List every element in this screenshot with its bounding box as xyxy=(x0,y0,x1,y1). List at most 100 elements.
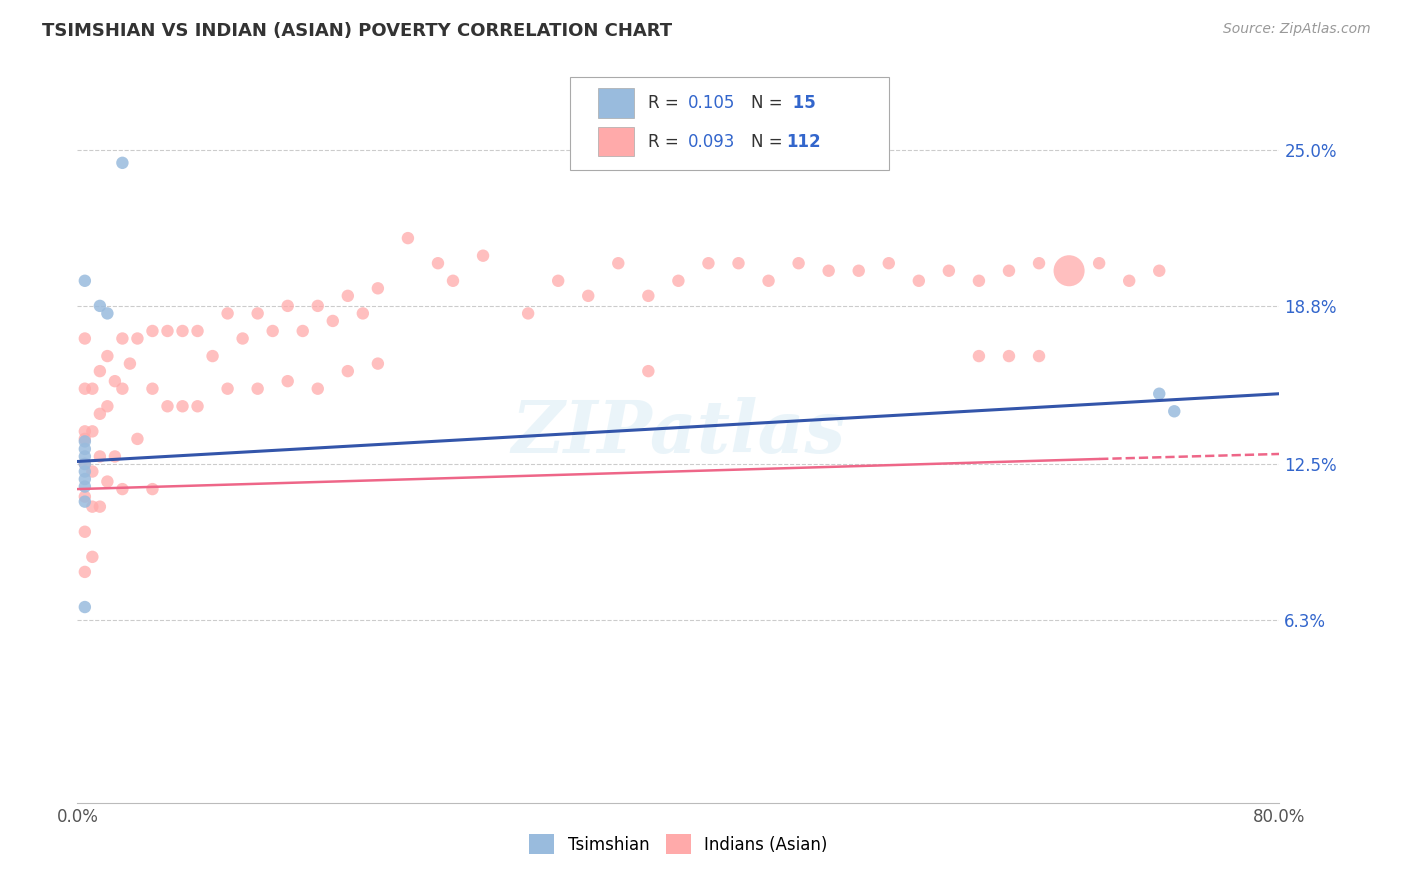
Point xyxy=(967,349,990,363)
Point xyxy=(73,274,96,288)
Point xyxy=(848,264,870,278)
Point xyxy=(111,331,134,345)
Point xyxy=(637,289,659,303)
Point xyxy=(967,274,990,288)
Point xyxy=(697,256,720,270)
Point xyxy=(217,306,239,320)
Point xyxy=(127,432,149,446)
Point xyxy=(186,399,209,413)
Point xyxy=(89,450,111,464)
Text: R =: R = xyxy=(648,133,685,151)
Text: R =: R = xyxy=(648,95,685,112)
Point xyxy=(89,299,111,313)
Text: N =: N = xyxy=(751,133,787,151)
Point xyxy=(73,382,96,396)
Point xyxy=(96,399,118,413)
Point xyxy=(96,306,118,320)
Point xyxy=(201,349,224,363)
Point xyxy=(111,482,134,496)
Point xyxy=(472,249,495,263)
Text: N =: N = xyxy=(751,95,787,112)
Point xyxy=(96,475,118,489)
Point xyxy=(787,256,810,270)
Point xyxy=(82,500,104,514)
Text: TSIMSHIAN VS INDIAN (ASIAN) POVERTY CORRELATION CHART: TSIMSHIAN VS INDIAN (ASIAN) POVERTY CORR… xyxy=(42,22,672,40)
Point xyxy=(73,465,96,479)
Point xyxy=(441,274,464,288)
Point xyxy=(82,382,104,396)
Point xyxy=(517,306,540,320)
Point xyxy=(1028,349,1050,363)
Point xyxy=(73,490,96,504)
Text: Source: ZipAtlas.com: Source: ZipAtlas.com xyxy=(1223,22,1371,37)
Point xyxy=(246,306,269,320)
Point xyxy=(73,457,96,471)
Point xyxy=(367,357,389,371)
Point xyxy=(73,432,96,446)
Point xyxy=(307,382,329,396)
Point xyxy=(277,374,299,388)
Point xyxy=(141,324,163,338)
Point xyxy=(73,457,96,471)
Point xyxy=(73,565,96,579)
Point xyxy=(73,472,96,486)
Point xyxy=(547,274,569,288)
Point xyxy=(336,289,359,303)
Point xyxy=(104,450,127,464)
Point xyxy=(73,479,96,493)
Text: 0.105: 0.105 xyxy=(688,95,735,112)
Text: ZIPatlas: ZIPatlas xyxy=(512,397,845,468)
Point xyxy=(262,324,284,338)
Point xyxy=(246,382,269,396)
Point xyxy=(96,349,118,363)
Point xyxy=(1149,264,1171,278)
Point xyxy=(156,324,179,338)
Point xyxy=(127,331,149,345)
Point xyxy=(232,331,254,345)
Point xyxy=(172,324,194,338)
Point xyxy=(73,600,96,615)
Point xyxy=(817,264,839,278)
Point xyxy=(307,299,329,313)
Point xyxy=(141,482,163,496)
Point xyxy=(668,274,690,288)
Point xyxy=(82,465,104,479)
Text: 15: 15 xyxy=(786,95,815,112)
Point xyxy=(427,256,450,270)
Point xyxy=(73,442,96,456)
Point xyxy=(73,524,96,539)
FancyBboxPatch shape xyxy=(598,127,634,156)
Point xyxy=(73,450,96,464)
Point xyxy=(73,425,96,439)
Point xyxy=(727,256,749,270)
Point xyxy=(73,494,96,508)
Point xyxy=(998,349,1021,363)
Point xyxy=(607,256,630,270)
Point xyxy=(82,549,104,564)
Point xyxy=(156,399,179,413)
Point xyxy=(217,382,239,396)
Point xyxy=(291,324,314,338)
Point xyxy=(89,500,111,514)
Point xyxy=(277,299,299,313)
Point xyxy=(576,289,599,303)
Text: 112: 112 xyxy=(786,133,821,151)
Point xyxy=(1163,404,1185,418)
Point xyxy=(141,382,163,396)
Point xyxy=(322,314,344,328)
Point xyxy=(1057,264,1080,278)
Point xyxy=(998,264,1021,278)
Text: 0.093: 0.093 xyxy=(688,133,735,151)
Point xyxy=(89,364,111,378)
Point xyxy=(89,407,111,421)
Point xyxy=(396,231,419,245)
Point xyxy=(1088,256,1111,270)
Point xyxy=(1028,256,1050,270)
Point xyxy=(111,156,134,170)
Point xyxy=(336,364,359,378)
Point xyxy=(908,274,931,288)
Point xyxy=(1118,274,1140,288)
Point xyxy=(1149,386,1171,401)
Point xyxy=(637,364,659,378)
Legend: Tsimshian, Indians (Asian): Tsimshian, Indians (Asian) xyxy=(523,828,834,861)
